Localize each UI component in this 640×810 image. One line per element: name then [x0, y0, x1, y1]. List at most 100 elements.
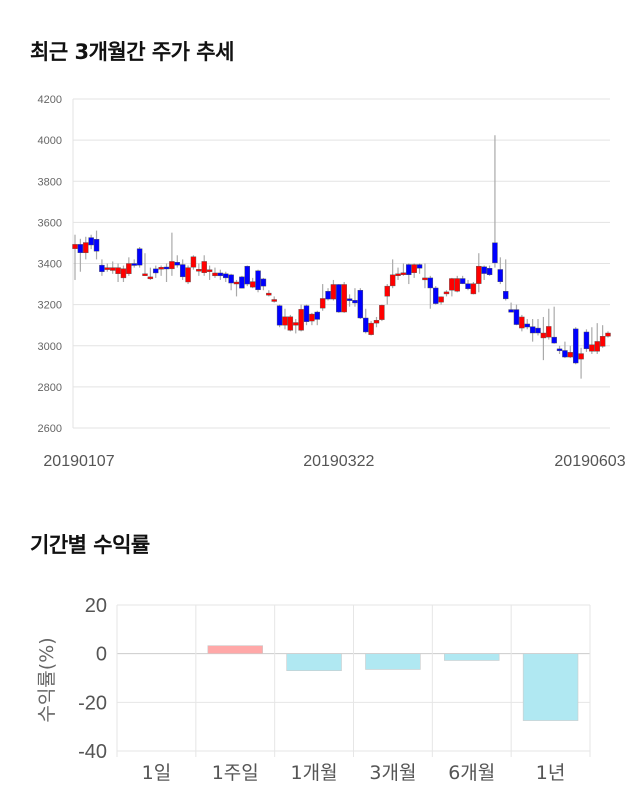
- candle-body: [384, 285, 390, 297]
- y-tick-label: 0: [96, 644, 107, 666]
- candle-body: [255, 270, 261, 291]
- candle-body: [201, 261, 207, 273]
- y-tick-label: 4200: [38, 94, 62, 106]
- y-tick-label: 2600: [38, 423, 62, 435]
- x-tick-label: 1년: [536, 762, 566, 784]
- candle-body: [476, 265, 482, 284]
- candle-body: [217, 272, 224, 277]
- candle-body: [357, 290, 364, 319]
- candle-body: [503, 291, 509, 300]
- bar: [286, 653, 342, 672]
- candle-body: [411, 264, 417, 273]
- candle-body: [314, 311, 320, 320]
- candle-body: [546, 326, 552, 338]
- candle-body: [93, 239, 100, 252]
- candle-body: [309, 313, 315, 322]
- candle-body: [282, 316, 288, 326]
- y-tick-label: 4000: [38, 135, 62, 147]
- candle-body: [206, 269, 213, 272]
- candle-body: [400, 272, 407, 275]
- y-tick-label: 20: [85, 595, 107, 617]
- candle-body: [249, 281, 256, 288]
- candle-body: [83, 242, 89, 254]
- candle-body: [465, 283, 471, 289]
- candle-body: [449, 278, 455, 291]
- y-tick-label: 3000: [38, 341, 62, 353]
- candle-body: [363, 317, 369, 333]
- candle-body: [271, 299, 277, 302]
- candle-body: [481, 266, 487, 274]
- candle-body: [589, 344, 595, 352]
- candle-body: [519, 316, 525, 329]
- candle-body: [319, 298, 326, 309]
- candle-body: [163, 266, 170, 270]
- candle-body: [244, 265, 250, 285]
- candle-body: [373, 320, 380, 324]
- candle-body: [142, 273, 148, 276]
- y-tick-label: 2800: [38, 382, 62, 394]
- candle-body: [540, 332, 547, 339]
- candle-body: [120, 268, 127, 279]
- candle-body: [605, 332, 611, 337]
- candle-body: [104, 267, 111, 270]
- candle-body: [556, 348, 563, 352]
- candle-body: [169, 261, 175, 270]
- candle-body: [266, 292, 272, 296]
- y-tick-label: 3600: [38, 217, 62, 229]
- candle-body: [190, 256, 197, 268]
- candle-body: [233, 281, 240, 285]
- candle-body: [427, 277, 434, 289]
- candle-body: [115, 267, 121, 274]
- x-tick-label: 6개월: [448, 762, 495, 784]
- candle-body: [88, 237, 94, 246]
- y-tick-label: -40: [78, 741, 107, 763]
- candle-body: [497, 269, 504, 283]
- candle-body: [492, 242, 498, 264]
- bar: [522, 653, 579, 721]
- candle-body: [260, 278, 267, 287]
- candle-body: [131, 263, 137, 266]
- candle-body: [459, 278, 466, 284]
- candle-body: [228, 274, 234, 284]
- candle-body: [486, 268, 493, 276]
- candle-body: [179, 264, 186, 278]
- candle-body: [147, 276, 154, 280]
- candle-body: [212, 272, 218, 277]
- y-tick-label: 3200: [38, 300, 62, 312]
- candle-body: [276, 305, 283, 326]
- candle-body: [126, 263, 132, 274]
- candle-body: [352, 300, 358, 304]
- candle-body: [395, 273, 401, 276]
- x-tick-label: 20190107: [43, 453, 114, 470]
- x-tick-label: 20190322: [303, 453, 374, 470]
- candle-body: [196, 269, 202, 272]
- candle-body: [298, 309, 304, 331]
- x-tick-label: 1주일: [212, 762, 259, 784]
- x-tick-label: 1개월: [291, 762, 338, 784]
- candle-body: [594, 341, 600, 352]
- bar: [444, 653, 500, 661]
- candle-body: [287, 316, 294, 331]
- candle-body: [336, 284, 342, 313]
- candle-body: [470, 283, 477, 295]
- candle-body: [572, 328, 579, 364]
- y-tick-label: 3400: [38, 259, 62, 271]
- candle-body: [422, 277, 428, 281]
- candle-body: [153, 268, 159, 274]
- candle-body: [293, 322, 299, 326]
- candle-body: [174, 262, 180, 266]
- candle-body: [109, 267, 116, 271]
- candle-body: [562, 350, 568, 358]
- bar: [365, 653, 421, 670]
- candle-body: [524, 323, 530, 328]
- x-tick-label: 1일: [142, 762, 172, 784]
- y-axis-label: 수익률(%): [36, 637, 58, 722]
- candle-body: [599, 336, 606, 347]
- bar: [207, 645, 263, 654]
- candle-body: [325, 291, 331, 300]
- candle-body: [578, 353, 584, 360]
- candle-body: [529, 326, 536, 334]
- candle-body: [433, 287, 439, 304]
- candle-body: [239, 276, 245, 289]
